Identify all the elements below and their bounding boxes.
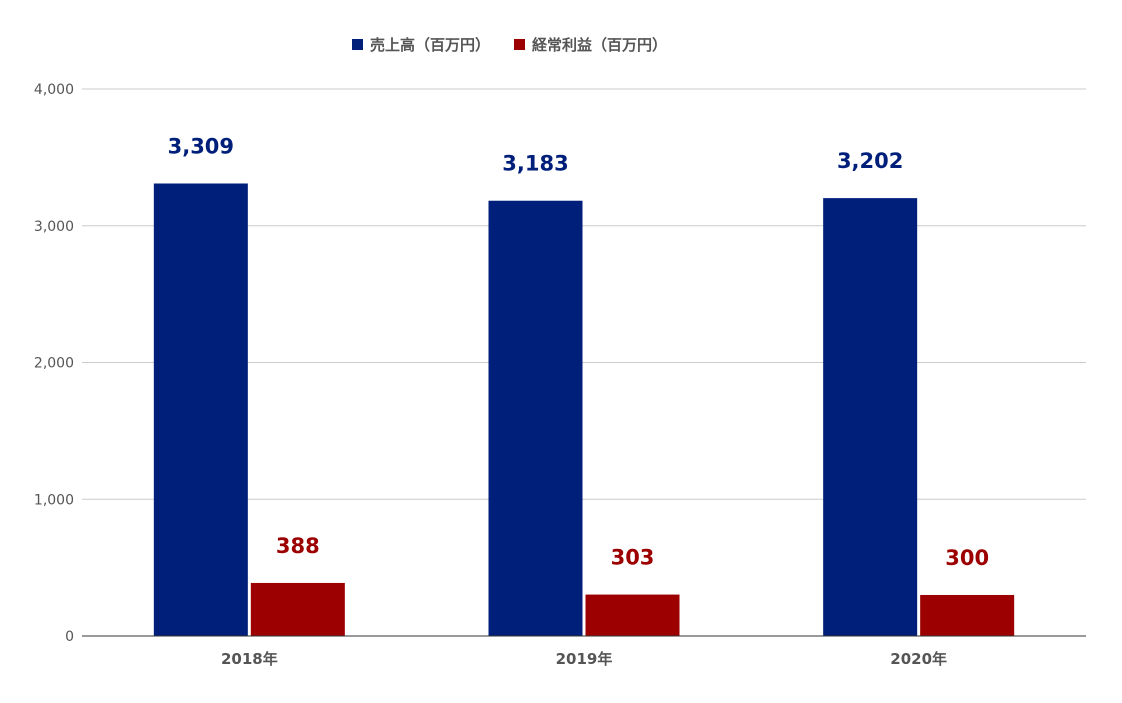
gridlines xyxy=(82,88,1086,500)
legend: 売上高（百万円） 経常利益（百万円） xyxy=(352,36,667,54)
legend-swatch xyxy=(352,39,363,50)
y-tick-label: 4,000 xyxy=(34,82,74,98)
data-label: 3,309 xyxy=(168,134,234,158)
data-label: 300 xyxy=(945,546,989,570)
data-labels: 3,309 388 3,183 303 3,202 300 xyxy=(168,134,989,569)
legend-label: 経常利益（百万円） xyxy=(532,36,667,54)
bars xyxy=(153,183,1015,637)
data-label: 3,183 xyxy=(502,152,568,176)
data-label: 388 xyxy=(276,534,320,558)
legend-swatch xyxy=(514,39,525,50)
bar-ordinary-profit xyxy=(920,594,1015,636)
legend-label: 売上高（百万円） xyxy=(370,36,490,54)
bar-sales xyxy=(488,200,583,637)
bar-ordinary-profit xyxy=(250,582,345,636)
bar-ordinary-profit xyxy=(585,594,680,636)
data-label: 303 xyxy=(611,546,655,570)
x-category-label: 2018年 xyxy=(221,650,278,668)
axes: 0 1,000 2,000 3,000 4,000 2018年 2019年 2020年 xyxy=(34,82,1086,668)
y-tick-label: 2,000 xyxy=(34,356,74,372)
data-label: 3,202 xyxy=(837,149,903,173)
x-category-label: 2019年 xyxy=(556,650,613,668)
bar-sales xyxy=(823,198,918,636)
y-tick-label: 0 xyxy=(65,629,74,645)
bar-sales xyxy=(153,183,248,636)
x-category-label: 2020年 xyxy=(890,650,947,668)
y-tick-label: 3,000 xyxy=(34,219,74,235)
y-tick-label: 1,000 xyxy=(34,492,74,508)
